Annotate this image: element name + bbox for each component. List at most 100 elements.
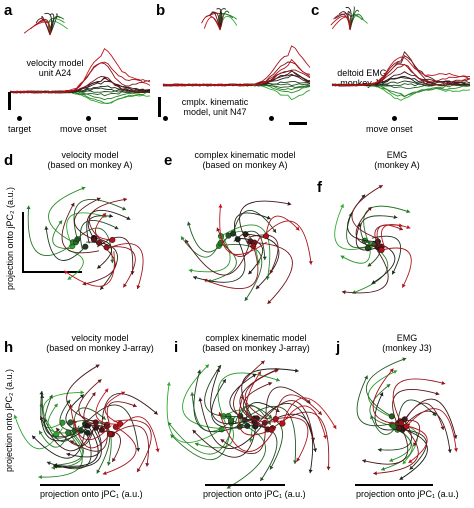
move-onset-label-c: move onset bbox=[366, 124, 413, 134]
trajectory bbox=[96, 236, 134, 275]
trajectory-start bbox=[396, 425, 403, 432]
panel-letter-c: c bbox=[311, 2, 320, 19]
trajectory bbox=[55, 424, 95, 447]
trajectory-arrowhead bbox=[453, 434, 458, 439]
trajectory-arrowhead bbox=[155, 448, 160, 453]
trajectory bbox=[106, 246, 136, 288]
trajectory-start bbox=[244, 422, 251, 429]
x-scale-bar-i bbox=[205, 484, 285, 486]
trajectory bbox=[229, 373, 257, 423]
trajectory-arrowhead bbox=[308, 261, 313, 265]
trajectory-arrowhead bbox=[216, 368, 220, 373]
trajectory-arrowhead bbox=[137, 468, 141, 473]
panel-letter-a: a bbox=[4, 2, 13, 19]
trajectory-arrowhead bbox=[409, 465, 414, 470]
trajectory bbox=[362, 425, 409, 465]
trajectory bbox=[43, 391, 85, 435]
trajectory-arrowhead bbox=[269, 465, 274, 470]
panel-f-title: EMG (monkey A) bbox=[374, 150, 420, 170]
trajectory bbox=[180, 235, 222, 258]
trajectory-arrowhead bbox=[192, 429, 197, 434]
panel-a-title: velocity model unit A24 bbox=[26, 58, 84, 78]
target-dot bbox=[17, 116, 22, 121]
reach-path bbox=[216, 8, 223, 31]
trajectory-start bbox=[67, 419, 74, 426]
panel-b-traces bbox=[162, 8, 311, 101]
trajectory-start bbox=[272, 416, 279, 423]
reach-path bbox=[23, 21, 51, 36]
trajectory-arrowhead bbox=[294, 368, 299, 373]
trajectory-arrowhead bbox=[371, 280, 376, 284]
trajectory bbox=[210, 368, 255, 425]
trajectory bbox=[78, 379, 106, 428]
trajectory-arrowhead bbox=[402, 283, 406, 288]
trajectory-arrowhead bbox=[362, 459, 367, 464]
trajectory-arrowhead bbox=[185, 239, 189, 244]
trajectory-start bbox=[250, 243, 257, 250]
move-onset-dot-c bbox=[392, 116, 397, 121]
trajectory-arrowhead bbox=[48, 394, 53, 399]
trajectory-arrowhead bbox=[53, 403, 58, 408]
trajectory-arrowhead bbox=[317, 410, 322, 415]
trajectory-arrowhead bbox=[102, 471, 107, 476]
panel-f-trajectories bbox=[334, 184, 412, 295]
trajectory-arrowhead bbox=[296, 457, 301, 462]
target-label: target bbox=[8, 124, 32, 134]
trajectory bbox=[370, 415, 400, 435]
trajectory bbox=[192, 418, 258, 458]
panel-letter-d: d bbox=[4, 152, 14, 169]
x-scale-bar-top bbox=[22, 271, 82, 273]
reach-path bbox=[330, 15, 351, 31]
trace bbox=[9, 61, 151, 94]
trajectory-start bbox=[107, 430, 114, 437]
trajectory bbox=[187, 221, 229, 253]
scale-bar-b bbox=[289, 122, 307, 125]
trajectory bbox=[84, 404, 139, 452]
trajectory-arrowhead bbox=[275, 377, 280, 382]
trajectory bbox=[53, 423, 102, 468]
trajectory bbox=[65, 394, 88, 434]
trajectory-arrowhead bbox=[67, 276, 72, 280]
trajectory bbox=[80, 220, 119, 250]
trajectory bbox=[98, 430, 121, 463]
move-onset-dot-b bbox=[269, 116, 274, 121]
trajectory-arrowhead bbox=[367, 206, 372, 211]
trajectory-arrowhead bbox=[367, 262, 372, 267]
trajectory-arrowhead bbox=[96, 469, 101, 474]
trajectory-arrowhead bbox=[106, 461, 112, 466]
trajectory-arrowhead bbox=[81, 186, 86, 191]
trajectory-arrowhead bbox=[91, 392, 96, 397]
trajectory-arrowhead bbox=[13, 414, 18, 419]
trajectory bbox=[220, 224, 271, 280]
trajectory-arrowhead bbox=[46, 461, 51, 466]
trajectory-arrowhead bbox=[406, 209, 411, 214]
trajectory-arrowhead bbox=[153, 410, 158, 415]
trajectory bbox=[104, 391, 126, 425]
trajectory bbox=[51, 434, 84, 469]
trajectory-arrowhead bbox=[340, 255, 345, 260]
trajectory-arrowhead bbox=[187, 221, 192, 226]
trajectory-arrowhead bbox=[440, 426, 445, 431]
y-scale-bar-top bbox=[22, 212, 24, 272]
trajectory-arrowhead bbox=[121, 391, 125, 396]
trajectory bbox=[222, 244, 263, 302]
trajectory-arrowhead bbox=[97, 379, 102, 384]
panel-b-title: cmplx. kinematic model, unit N47 bbox=[181, 97, 249, 117]
panel-e-trajectories bbox=[180, 200, 313, 305]
trajectory bbox=[74, 197, 101, 241]
trajectory bbox=[363, 205, 411, 244]
trajectory bbox=[238, 395, 272, 436]
trajectory bbox=[166, 382, 222, 443]
trajectory bbox=[351, 184, 383, 240]
trajectory bbox=[73, 419, 111, 449]
panel-letter-i: i bbox=[174, 339, 179, 356]
trajectory-arrowhead bbox=[332, 424, 337, 429]
trajectory-arrowhead bbox=[326, 466, 331, 471]
trajectory-start bbox=[109, 236, 116, 243]
trajectory bbox=[265, 386, 311, 417]
trajectory bbox=[232, 210, 277, 234]
trajectory-arrowhead bbox=[386, 384, 391, 388]
vbar-a bbox=[8, 92, 11, 110]
trajectory-arrowhead bbox=[399, 226, 404, 231]
trajectory-start bbox=[84, 429, 91, 436]
